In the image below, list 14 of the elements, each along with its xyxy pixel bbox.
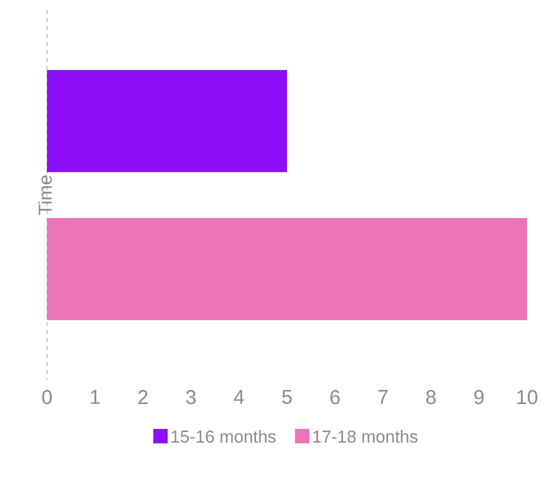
x-tick-label: 2 xyxy=(138,390,148,404)
x-tick-label: 1 xyxy=(90,390,100,404)
y-axis-title: Time xyxy=(38,175,52,215)
x-tick-label: 3 xyxy=(186,390,196,404)
x-tick-label: 0 xyxy=(42,390,52,404)
x-tick-label: 9 xyxy=(474,390,484,404)
x-tick-label: 10 xyxy=(517,390,538,404)
x-tick-label: 7 xyxy=(378,390,388,404)
x-tick-label: 4 xyxy=(234,390,244,404)
legend-label: 17-18 months xyxy=(313,430,418,443)
x-tick-label: 5 xyxy=(282,390,292,404)
legend-label: 15-16 months xyxy=(172,430,276,443)
x-tick-label: 6 xyxy=(330,390,340,404)
x-tick-label: 8 xyxy=(426,390,436,404)
